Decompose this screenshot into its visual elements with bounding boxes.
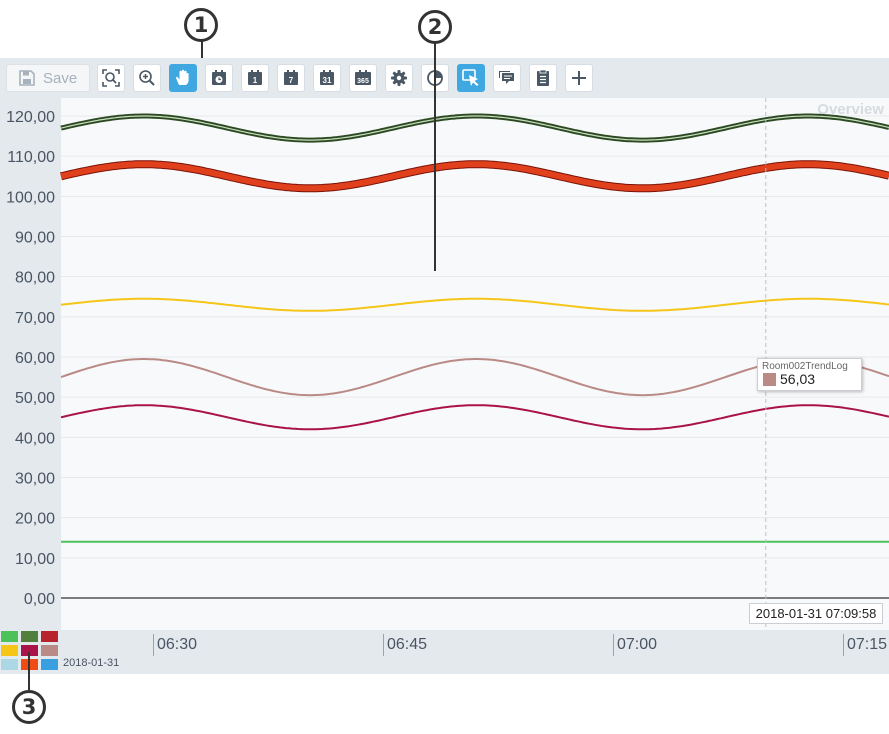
legend-swatch[interactable] — [1, 645, 18, 656]
range-week-button[interactable]: 7 — [277, 64, 305, 92]
callout-3: 3 — [12, 690, 46, 724]
settings-button[interactable] — [385, 64, 413, 92]
trend-chart[interactable]: 0,00 10,00 20,00 30,00 40,00 50,00 60,00 70,00 8… — [0, 98, 889, 630]
calendar-week-icon: 7 — [284, 70, 298, 85]
range-day-button[interactable]: 1 — [241, 64, 269, 92]
calendar-day-icon: 1 — [248, 70, 262, 85]
tooltip-value: 56,03 — [780, 371, 816, 387]
add-series-button[interactable] — [565, 64, 593, 92]
overview-label[interactable]: Overview — [817, 101, 884, 118]
y-tick-label: 80,00 — [15, 270, 55, 287]
calendar-day-number: 1 — [253, 76, 258, 85]
tooltip-swatch — [763, 373, 776, 386]
legend-swatch[interactable] — [21, 631, 38, 642]
x-tick-label: 06:45 — [383, 634, 427, 656]
calendar-month-icon: 31 — [320, 70, 334, 85]
cursor-timestamp: 2018-01-31 07:09:58 — [749, 603, 883, 624]
y-tick-label: 70,00 — [15, 310, 55, 327]
x-tick-label: 06:30 — [153, 634, 197, 656]
y-tick-label: 0,00 — [24, 591, 55, 608]
calendar-year-number: 365 — [357, 78, 369, 85]
series-line[interactable] — [60, 358, 889, 397]
hand-icon — [176, 69, 189, 85]
tooltip-mode-button[interactable] — [457, 64, 485, 92]
gear-icon — [391, 70, 407, 86]
x-axis-date: 2018-01-31 — [63, 657, 120, 669]
comments-button[interactable] — [493, 64, 521, 92]
callout-2-leader — [434, 43, 436, 271]
series-line[interactable] — [60, 404, 889, 431]
comments-icon — [499, 71, 514, 84]
legend-swatch[interactable] — [41, 631, 58, 642]
calendar-month-number: 31 — [323, 76, 332, 85]
legend-swatch[interactable] — [1, 659, 18, 670]
zoom-in-button[interactable] — [133, 64, 161, 92]
zoom-in-icon — [139, 70, 155, 86]
tooltip-series-name: Room002TrendLog — [762, 361, 848, 372]
callout-1: 1 — [184, 8, 218, 42]
calendar-week-number: 7 — [289, 76, 294, 85]
x-tick-label: 07:00 — [613, 634, 657, 656]
save-button[interactable]: Save — [6, 64, 90, 92]
y-tick-label: 120,00 — [6, 109, 55, 126]
y-tick-label: 40,00 — [15, 430, 55, 447]
y-tick-label: 100,00 — [6, 189, 55, 206]
y-tick-label: 20,00 — [15, 511, 55, 528]
legend-swatch[interactable] — [1, 631, 18, 642]
save-label: Save — [43, 69, 78, 87]
range-year-button[interactable]: 365 — [349, 64, 377, 92]
plus-icon — [572, 71, 586, 85]
clipboard-icon — [537, 69, 549, 86]
y-tick-label: 60,00 — [15, 350, 55, 367]
chart-area[interactable]: 0,00 10,00 20,00 30,00 40,00 50,00 60,00 70,00 8… — [0, 98, 889, 630]
calendar-year-icon: 365 — [355, 70, 371, 85]
pointer-icon — [462, 69, 479, 86]
y-tick-label: 110,00 — [7, 149, 55, 166]
y-tick-label: 90,00 — [15, 230, 55, 247]
zoom-fit-button[interactable] — [97, 64, 125, 92]
series-line[interactable] — [60, 161, 889, 192]
zoom-fit-icon — [102, 69, 120, 87]
calendar-clock-icon — [212, 70, 226, 85]
toolbar: Save 1 — [0, 58, 889, 98]
value-tooltip: Room002TrendLog 56,03 — [757, 358, 862, 391]
callout-2: 2 — [418, 10, 452, 44]
legend-swatch[interactable] — [41, 659, 58, 670]
y-tick-label: 50,00 — [15, 390, 55, 407]
y-tick-label: 10,00 — [15, 551, 55, 568]
pan-button[interactable] — [169, 64, 197, 92]
series-line[interactable] — [60, 115, 889, 141]
series-line[interactable] — [60, 297, 889, 312]
legend-swatch[interactable] — [21, 645, 38, 656]
report-button[interactable] — [529, 64, 557, 92]
range-month-button[interactable]: 31 — [313, 64, 341, 92]
y-tick-label: 30,00 — [15, 471, 55, 488]
time-range-button[interactable] — [205, 64, 233, 92]
save-icon — [19, 70, 35, 86]
callout-3-leader — [28, 652, 30, 690]
legend-swatch[interactable] — [41, 645, 58, 656]
x-tick-label: 07:15 — [843, 634, 887, 656]
x-axis: 06:30 06:45 07:00 07:15 2018-01-31 — [0, 630, 889, 674]
